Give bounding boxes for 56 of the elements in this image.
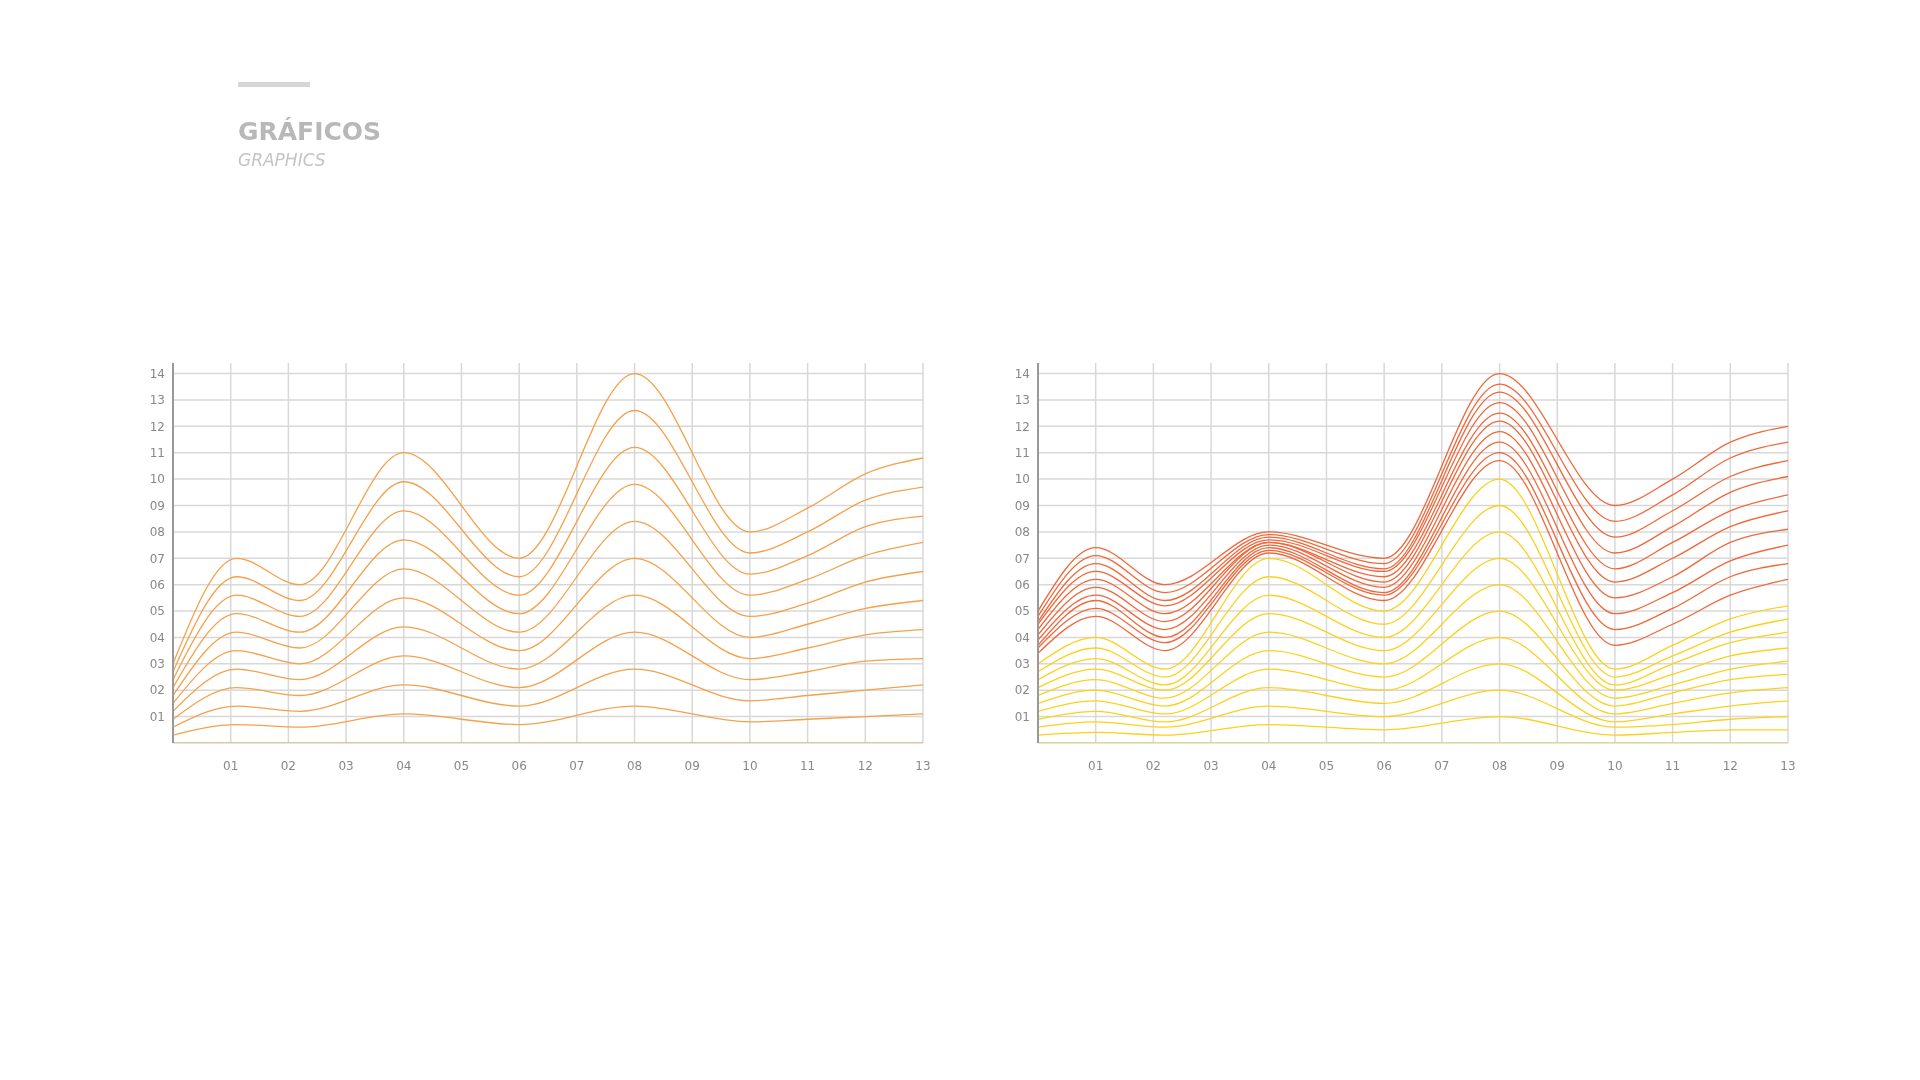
x-tick-label: 08 [1491, 758, 1508, 773]
y-tick-label: 12 [149, 419, 165, 434]
y-tick-label: 04 [1014, 630, 1030, 645]
x-tick-label: 02 [1145, 758, 1162, 773]
x-tick-label: 05 [1318, 758, 1335, 773]
y-tick-label: 13 [1014, 393, 1030, 408]
x-tick-label: 06 [511, 758, 527, 773]
x-tick-label: 01 [223, 758, 239, 773]
y-tick-label: 03 [1014, 657, 1030, 672]
y-tick-label: 11 [149, 445, 165, 460]
y-tick-label: 09 [1014, 498, 1030, 513]
y-tick-label: 02 [149, 683, 165, 698]
y-tick-label: 08 [149, 525, 165, 540]
x-tick-label: 04 [1261, 758, 1277, 773]
chart-title: GRÁFICOS [238, 117, 382, 146]
y-tick-label: 01 [1014, 709, 1030, 724]
y-tick-label: 14 [1014, 366, 1030, 381]
x-tick-label: 04 [396, 758, 412, 773]
y-tick-label: 03 [149, 657, 165, 672]
y-tick-label: 14 [149, 366, 165, 381]
y-tick-label: 06 [1014, 577, 1030, 592]
x-tick-label: 01 [1088, 758, 1104, 773]
x-tick-label: 13 [1780, 758, 1796, 773]
y-tick-label: 08 [1014, 525, 1030, 540]
y-tick-label: 12 [1014, 419, 1030, 434]
x-tick-label: 11 [799, 758, 816, 773]
y-tick-label: 11 [1014, 445, 1030, 460]
y-tick-label: 07 [1014, 551, 1030, 566]
x-tick-label: 10 [742, 758, 758, 773]
y-tick-label: 06 [149, 577, 165, 592]
x-tick-label: 13 [915, 758, 931, 773]
chart-subtitle: GRAPHICS [238, 150, 327, 170]
x-tick-label: 11 [1664, 758, 1681, 773]
y-tick-label: 05 [1014, 604, 1030, 619]
x-tick-label: 05 [453, 758, 470, 773]
x-tick-label: 07 [1434, 758, 1450, 773]
y-tick-label: 09 [149, 498, 165, 513]
y-tick-label: 10 [149, 472, 165, 487]
x-tick-label: 02 [280, 758, 297, 773]
x-tick-label: 10 [1607, 758, 1623, 773]
y-tick-label: 13 [149, 393, 165, 408]
x-tick-label: 12 [857, 758, 873, 773]
x-tick-label: 08 [626, 758, 643, 773]
x-tick-label: 09 [684, 758, 700, 773]
x-tick-label: 06 [1376, 758, 1392, 773]
y-tick-label: 05 [149, 604, 165, 619]
y-tick-label: 02 [1014, 683, 1030, 698]
y-tick-label: 07 [149, 551, 165, 566]
y-tick-label: 10 [1014, 472, 1030, 487]
y-tick-label: 01 [149, 709, 165, 724]
y-tick-label: 04 [149, 630, 165, 645]
x-tick-label: 09 [1549, 758, 1565, 773]
x-tick-label: 12 [1722, 758, 1738, 773]
x-tick-label: 03 [1203, 758, 1219, 773]
x-tick-label: 03 [338, 758, 354, 773]
x-tick-label: 07 [569, 758, 585, 773]
